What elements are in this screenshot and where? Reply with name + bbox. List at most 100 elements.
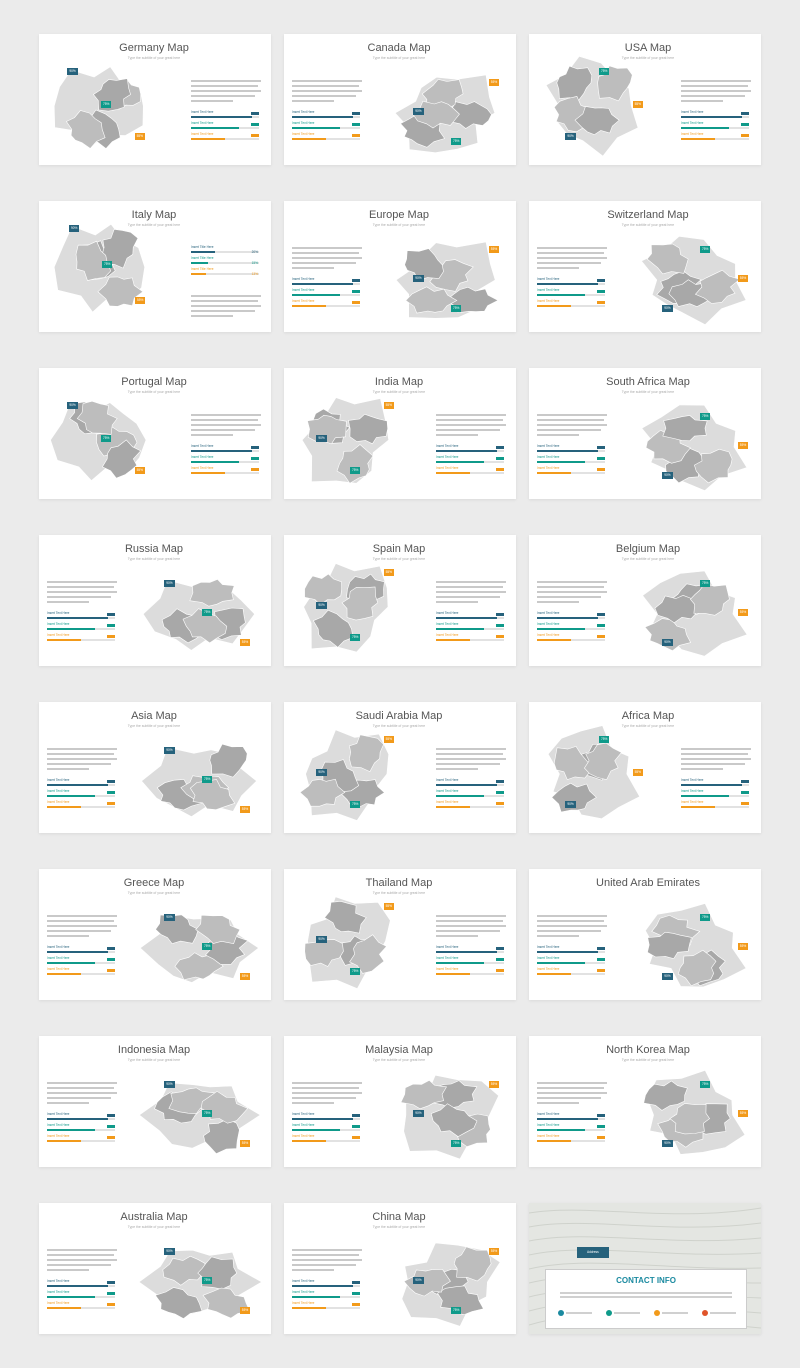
slide-thumbnail[interactable]: Belgium Map Type the subtitle of your gre… bbox=[529, 535, 761, 666]
region-map bbox=[643, 1069, 746, 1155]
progress-track bbox=[47, 617, 115, 619]
slide-thumbnail[interactable]: Africa Map Type the subtitle of your grea… bbox=[529, 702, 761, 833]
slide-thumbnail[interactable]: Russia Map Type the subtitle of your grea… bbox=[39, 535, 271, 666]
slide-thumbnail[interactable]: Germany Map Type the subtitle of your gre… bbox=[39, 34, 271, 165]
contact-text bbox=[566, 1312, 592, 1314]
map-pin-badge: 75% bbox=[202, 776, 213, 784]
progress-label: Insert Text Here bbox=[47, 1123, 70, 1127]
text-line bbox=[292, 267, 334, 269]
map-pin-badge: 55% bbox=[383, 569, 394, 577]
slide-thumbnail[interactable]: India Map Type the subtitle of your great… bbox=[284, 368, 516, 499]
slide-thumbnail[interactable]: Saudi Arabia Map Type the subtitle of you… bbox=[284, 702, 516, 833]
progress-label: Insert Text Here bbox=[537, 299, 560, 303]
progress-item: Insert Text Here bbox=[47, 1112, 115, 1123]
region-map bbox=[299, 729, 390, 821]
text-line bbox=[436, 748, 506, 750]
map-pin-badge: 55% bbox=[135, 297, 146, 305]
slide-subtitle: Type the subtitle of your great here bbox=[372, 1225, 426, 1229]
text-line bbox=[537, 267, 579, 269]
map-region bbox=[677, 949, 717, 987]
text-line bbox=[436, 768, 478, 770]
progress-label: Insert Text Here bbox=[537, 622, 560, 626]
web-icon bbox=[702, 1310, 708, 1316]
map-pin-badge: 55% bbox=[737, 609, 749, 617]
progress-label: Insert Text Here bbox=[436, 800, 459, 804]
body-text-block bbox=[292, 1249, 362, 1274]
slide-subtitle: Type the subtitle of your great here bbox=[372, 390, 426, 394]
text-line bbox=[537, 1097, 602, 1099]
body-text-block bbox=[436, 581, 506, 606]
progress-percent-tag bbox=[597, 1125, 605, 1128]
map-region bbox=[348, 413, 389, 445]
map-pin-badge: 75% bbox=[451, 137, 462, 145]
progress-bars: Insert Title Here 20% Insert Title Here 15%… bbox=[191, 245, 259, 278]
progress-track bbox=[191, 472, 259, 474]
body-text-block bbox=[191, 80, 261, 105]
progress-track bbox=[47, 951, 115, 953]
slide-thumbnail[interactable]: China Map Type the subtitle of your great… bbox=[284, 1203, 516, 1334]
text-line bbox=[436, 763, 501, 765]
text-line bbox=[191, 424, 261, 426]
progress-fill bbox=[47, 1140, 81, 1142]
progress-track bbox=[537, 294, 605, 296]
slide-thumbnail[interactable]: United Arab Emirates Insert Text Here Inse… bbox=[529, 869, 761, 1000]
text-line bbox=[537, 920, 605, 922]
progress-fill bbox=[537, 294, 585, 296]
slide-thumbnail[interactable]: North Korea Map Type the subtitle of your… bbox=[529, 1036, 761, 1167]
slide-title: Spain Map bbox=[372, 543, 426, 555]
body-text-block bbox=[47, 1082, 117, 1107]
progress-bars: Insert Text Here Insert Text Here Insert T… bbox=[47, 611, 115, 644]
progress-track bbox=[191, 116, 259, 118]
text-line bbox=[292, 1249, 362, 1251]
text-line bbox=[537, 419, 605, 421]
progress-label: Insert Text Here bbox=[292, 121, 315, 125]
body-text-block bbox=[292, 247, 362, 272]
text-line bbox=[537, 601, 579, 603]
text-line bbox=[537, 262, 602, 264]
progress-track bbox=[681, 784, 749, 786]
map-pin-badge: 75% bbox=[451, 1139, 462, 1147]
progress-fill bbox=[47, 973, 81, 975]
slide-thumbnail[interactable]: Portugal Map Type the subtitle of your gr… bbox=[39, 368, 271, 499]
slide-thumbnail[interactable]: Spain Map Type the subtitle of your great… bbox=[284, 535, 516, 666]
slide-thumbnail[interactable]: Switzerland Map Type the subtitle of your… bbox=[529, 201, 761, 332]
progress-label: Insert Text Here bbox=[537, 288, 560, 292]
slide-thumbnail[interactable]: Thailand Map Type the subtitle of your gr… bbox=[284, 869, 516, 1000]
slide-thumbnail[interactable]: Asia Map Type the subtitle of your great … bbox=[39, 702, 271, 833]
progress-fill bbox=[191, 450, 253, 452]
slide-thumbnail[interactable]: South Africa Map Type the subtitle of you… bbox=[529, 368, 761, 499]
slide-thumbnail[interactable]: Canada Map Type the subtitle of your grea… bbox=[284, 34, 516, 165]
body-text-block bbox=[191, 295, 261, 320]
progress-item: Insert Text Here bbox=[47, 622, 115, 633]
map-pin-badge: 90% bbox=[413, 108, 424, 116]
progress-label: Insert Text Here bbox=[537, 967, 560, 971]
progress-fill bbox=[537, 461, 585, 463]
body-text-block bbox=[47, 581, 117, 606]
progress-fill bbox=[47, 628, 95, 630]
progress-track bbox=[436, 461, 504, 463]
progress-fill bbox=[47, 1285, 109, 1287]
progress-fill bbox=[292, 283, 354, 285]
slide-thumbnail[interactable]: Italy Map Type the subtitle of your great… bbox=[39, 201, 271, 332]
slide-thumbnail[interactable]: USA Map Type the subtitle of your great h… bbox=[529, 34, 761, 165]
progress-track bbox=[537, 639, 605, 641]
slide-thumbnail[interactable]: Greece Map Type the subtitle of your grea… bbox=[39, 869, 271, 1000]
text-line bbox=[47, 753, 115, 755]
slide-thumbnail[interactable]: Australia Map Type the subtitle of your g… bbox=[39, 1203, 271, 1334]
slide-title: Greece Map bbox=[123, 877, 185, 889]
progress-label: Insert Text Here bbox=[681, 800, 704, 804]
slide-thumbnail[interactable]: Indonesia Map Type the subtitle of your g… bbox=[39, 1036, 271, 1167]
text-line bbox=[436, 414, 506, 416]
progress-percent-tag bbox=[496, 635, 504, 638]
text-line bbox=[537, 586, 605, 588]
progress-percent-tag bbox=[597, 1114, 605, 1117]
slide-thumbnail[interactable]: Address CONTACT INFO bbox=[529, 1203, 761, 1334]
slide-thumbnail[interactable]: Malaysia Map Type the subtitle of your gr… bbox=[284, 1036, 516, 1167]
progress-fill bbox=[436, 450, 498, 452]
slide-subtitle: Type the subtitle of your great here bbox=[127, 390, 181, 394]
text-line bbox=[681, 763, 746, 765]
map-pin-badge: 55% bbox=[239, 972, 251, 980]
text-line bbox=[191, 429, 256, 431]
text-line bbox=[292, 90, 362, 92]
slide-thumbnail[interactable]: Europe Map Type the subtitle of your grea… bbox=[284, 201, 516, 332]
